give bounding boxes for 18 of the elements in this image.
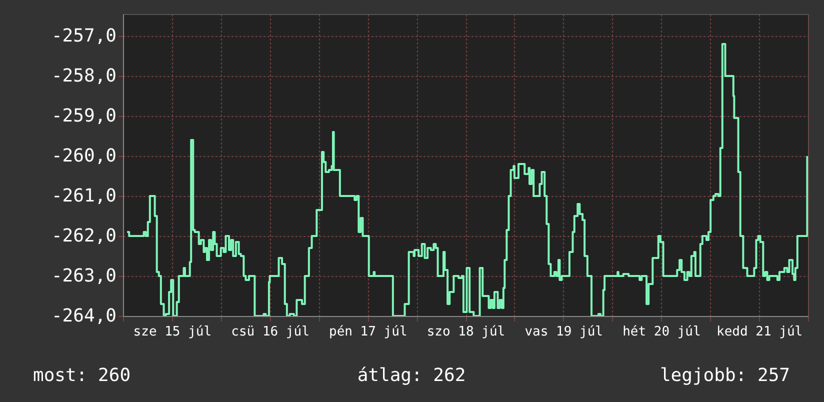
y-tick-label: -263,0 <box>51 266 116 286</box>
y-tick-label: -258,0 <box>51 66 116 86</box>
x-tick-label: hét 20 júl <box>622 324 701 340</box>
x-tick-label: sze 15 júl <box>133 324 212 340</box>
y-tick-label: -259,0 <box>51 106 116 126</box>
x-tick-label: szo 18 júl <box>426 324 506 340</box>
y-tick-label: -264,0 <box>51 306 116 326</box>
x-tick-label: pén 17 júl <box>329 324 408 340</box>
y-tick-label: -261,0 <box>51 186 116 206</box>
y-tick-label: -257,0 <box>51 26 116 46</box>
x-tick-label: kedd 21 júl <box>716 324 803 340</box>
x-tick-label: vas 19 júl <box>524 324 603 340</box>
text: most: 260 <box>33 365 131 386</box>
y-tick-label: -260,0 <box>51 146 116 166</box>
text: legjobb: 257 <box>660 365 790 386</box>
y-tick-label: -262,0 <box>51 226 116 246</box>
x-tick-label: csü 16 júl <box>231 324 310 340</box>
text: átlag: 262 <box>357 365 466 386</box>
